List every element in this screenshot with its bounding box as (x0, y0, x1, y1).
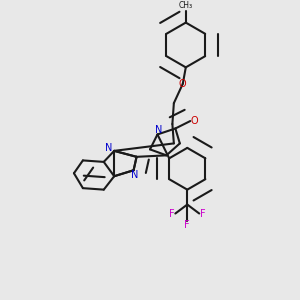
Text: O: O (179, 79, 187, 89)
Text: O: O (191, 116, 199, 126)
Text: F: F (184, 220, 190, 230)
Text: F: F (200, 208, 206, 218)
Text: F: F (169, 208, 175, 218)
Text: N: N (131, 170, 139, 180)
Text: CH₃: CH₃ (179, 1, 193, 10)
Text: N: N (105, 143, 112, 153)
Text: N: N (155, 125, 163, 135)
